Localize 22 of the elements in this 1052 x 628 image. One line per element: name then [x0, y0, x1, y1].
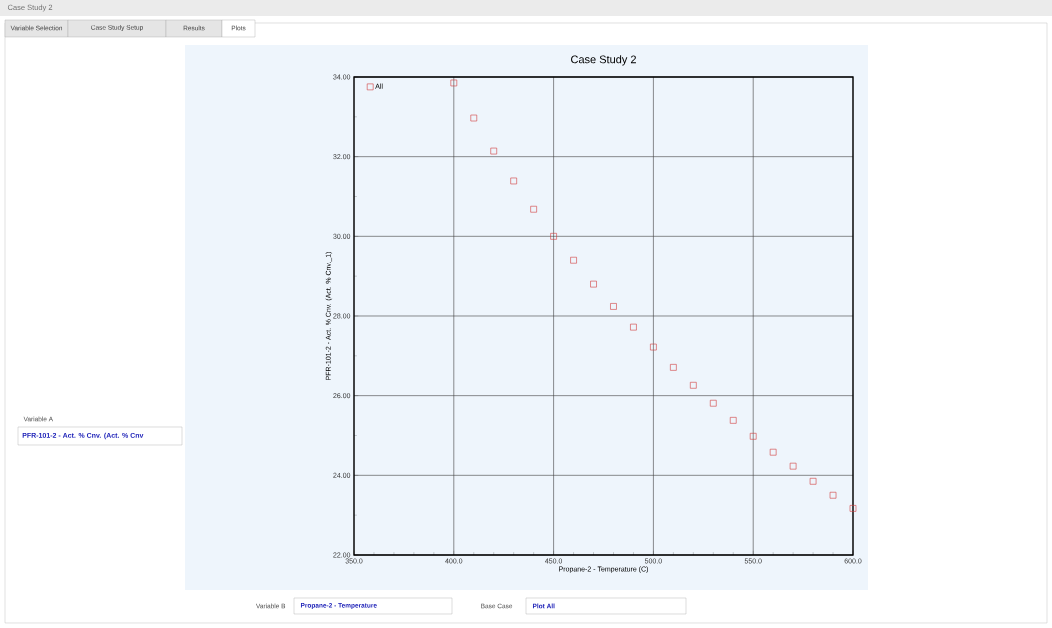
point [610, 303, 617, 310]
point [769, 448, 777, 456]
point [530, 205, 537, 213]
point [829, 491, 837, 499]
point [450, 79, 458, 87]
point [709, 399, 717, 407]
point [510, 177, 517, 185]
chart-title: Case Study 2 [571, 55, 636, 66]
point [550, 233, 557, 240]
point [630, 323, 637, 331]
point [570, 256, 577, 264]
point [670, 364, 677, 371]
point [490, 147, 498, 155]
point [809, 477, 817, 485]
point [789, 462, 797, 470]
point [650, 343, 657, 351]
point [749, 432, 757, 440]
point [849, 505, 857, 512]
point [729, 417, 737, 424]
point [690, 382, 697, 389]
point [470, 114, 478, 122]
point [590, 280, 597, 288]
